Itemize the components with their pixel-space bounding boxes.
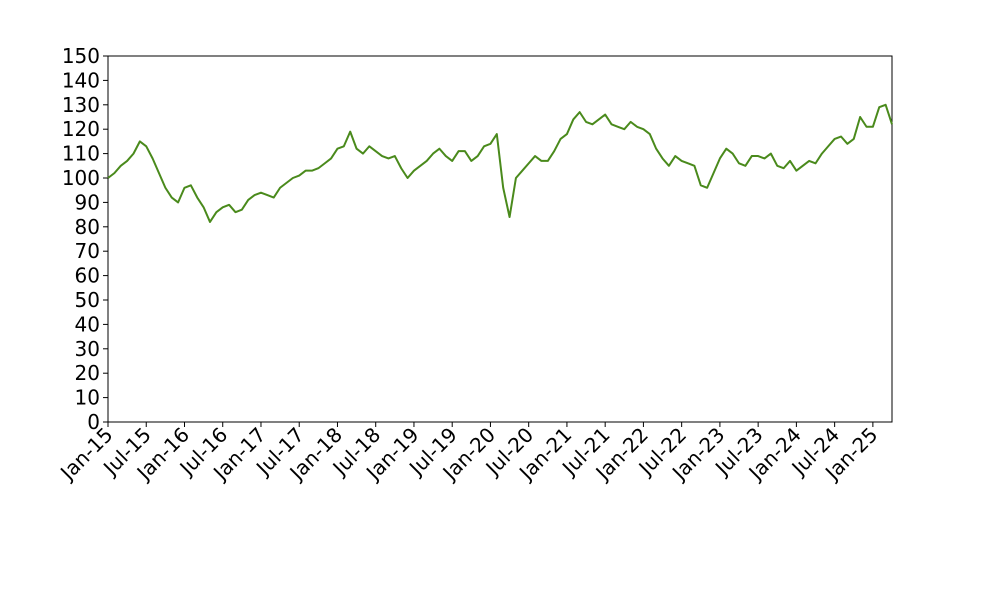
y-tick-label: 150	[62, 44, 100, 68]
y-tick-label: 0	[87, 410, 100, 434]
y-tick-label: 130	[62, 93, 100, 117]
y-tick-label: 20	[75, 361, 100, 385]
y-tick-label: 10	[75, 386, 100, 410]
y-tick-label: 140	[62, 68, 100, 92]
plot-frame	[107, 55, 893, 423]
y-tick-label: 90	[75, 190, 100, 214]
y-tick-label: 40	[75, 312, 100, 336]
y-tick-label: 80	[75, 215, 100, 239]
data-line	[107, 103, 893, 223]
y-tick-label: 120	[62, 117, 100, 141]
y-tick-label: 100	[62, 166, 100, 190]
y-tick-label: 60	[75, 264, 100, 288]
y-tick-label: 110	[62, 142, 100, 166]
y-tick-label: 70	[75, 239, 100, 263]
y-tick-label: 50	[75, 288, 100, 312]
y-tick-label: 30	[75, 337, 100, 361]
